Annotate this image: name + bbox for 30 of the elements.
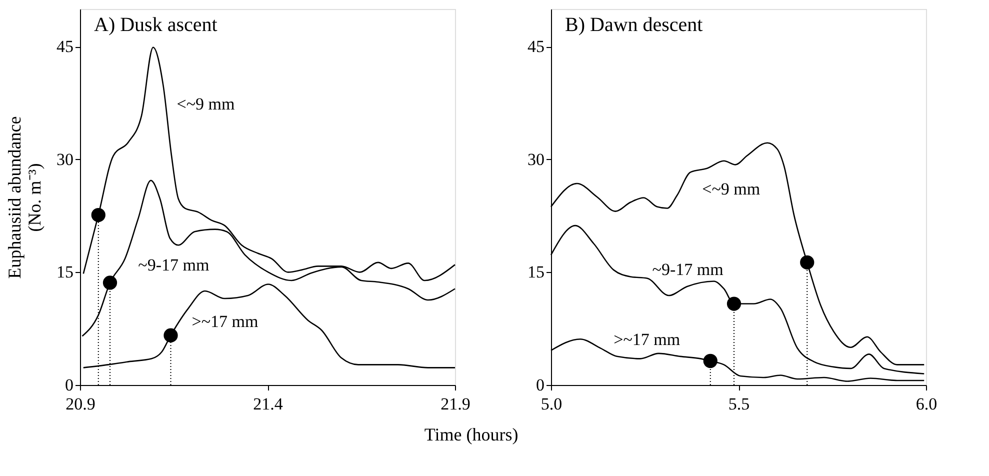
series-label: >~17 mm: [192, 312, 258, 331]
x-tick-label: 20.9: [66, 394, 96, 414]
point: [91, 208, 106, 222]
y-axis-title: Euphausiid abundance (No. m⁻³): [4, 116, 44, 279]
y-tick-label: 0: [536, 376, 544, 394]
series-label: >~17 mm: [614, 330, 680, 349]
y-tick-label: 30: [56, 150, 74, 169]
x-tick-label: 21.9: [440, 394, 470, 414]
y-tick-label: 45: [528, 37, 544, 56]
point: [164, 328, 178, 342]
y-tick-label: 15: [528, 262, 544, 282]
y-tick-label: 15: [56, 262, 74, 282]
series-label: <~9 mm: [176, 94, 235, 114]
chart-title: A) Dusk ascent: [94, 14, 218, 36]
x-tick-label: 6.0: [916, 394, 938, 414]
series-label: ~9-17 mm: [652, 260, 724, 279]
point: [703, 354, 718, 368]
y-tick-label: 45: [56, 37, 74, 56]
x-tick-label: 5.5: [728, 394, 750, 414]
x-tick-label: 5.0: [540, 394, 562, 414]
y-tick-label: 30: [528, 150, 544, 169]
x-tick-label: 21.4: [253, 394, 284, 414]
point: [102, 276, 118, 290]
y-tick-label: 0: [65, 376, 74, 394]
series-label: ~9-17 mm: [138, 255, 210, 274]
point: [800, 255, 814, 270]
chart-title: B) Dawn descent: [565, 14, 704, 36]
x-axis-title: Time (hours): [424, 424, 518, 444]
series-label: <~9 mm: [702, 179, 760, 198]
point: [726, 296, 742, 311]
